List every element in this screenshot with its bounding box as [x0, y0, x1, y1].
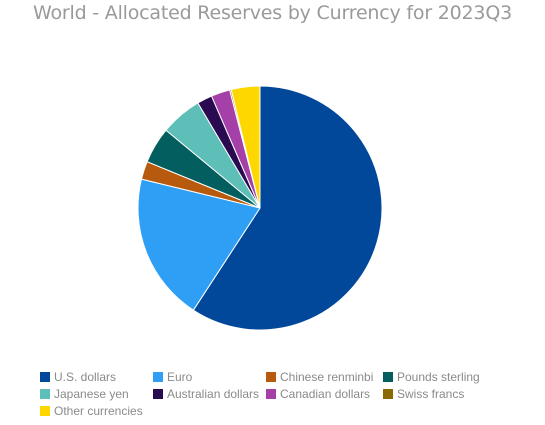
pie-slice-other-currencies[interactable] [230, 85, 261, 209]
legend-label: Swiss francs [397, 387, 465, 401]
legend-label: Japanese yen [54, 387, 129, 401]
legend-label: Pounds sterling [397, 370, 480, 384]
legend-swatch [40, 389, 50, 399]
legend-swatch [383, 389, 393, 399]
legend-item[interactable]: Swiss francs [383, 386, 503, 402]
pie-chart [137, 85, 383, 331]
legend-item[interactable]: Canadian dollars [266, 386, 383, 402]
legend-item[interactable]: Chinese renminbi [266, 369, 383, 385]
legend-swatch [266, 389, 276, 399]
legend-label: Australian dollars [167, 387, 260, 401]
legend-swatch [153, 389, 163, 399]
legend: U.S. dollars Euro Chinese renminbi Pounds s… [40, 369, 540, 419]
legend-swatch [383, 372, 393, 382]
legend-label: Euro [167, 370, 193, 384]
chart-title: World - Allocated Reserves by Currency f… [33, 2, 512, 24]
legend-swatch [40, 406, 50, 416]
legend-label: Chinese renminbi [280, 370, 374, 384]
legend-label: Canadian dollars [280, 387, 371, 401]
pie-slice-euro[interactable] [137, 178, 261, 311]
legend-item[interactable]: Pounds sterling [383, 369, 503, 385]
legend-swatch [266, 372, 276, 382]
legend-item[interactable]: Japanese yen [40, 386, 153, 402]
legend-swatch [40, 372, 50, 382]
legend-item[interactable]: Australian dollars [153, 386, 266, 402]
legend-label: U.S. dollars [54, 370, 117, 384]
legend-item[interactable]: Other currencies [40, 403, 153, 419]
legend-label: Other currencies [54, 404, 143, 418]
legend-item[interactable]: Euro [153, 369, 266, 385]
legend-swatch [153, 372, 163, 382]
pie-slice-u-s-dollars[interactable] [192, 85, 383, 331]
legend-item[interactable]: U.S. dollars [40, 369, 153, 385]
